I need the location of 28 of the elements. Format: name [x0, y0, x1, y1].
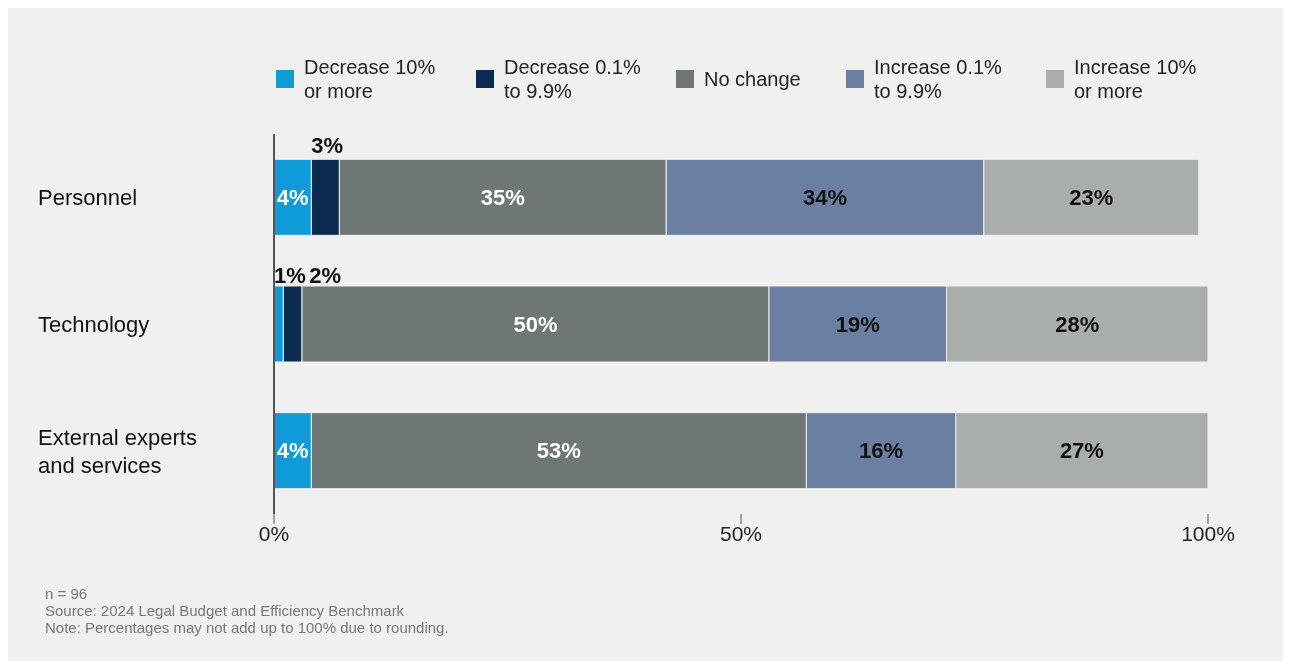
data-label: 4% [276, 184, 309, 210]
text: Note: Percentages may not add up to 100% due to rounding. [45, 619, 449, 636]
data-label: 23% [1069, 184, 1114, 210]
x-tick-label: 50% [719, 521, 763, 545]
x-tick-label: 0% [258, 521, 290, 545]
data-label: 28% [1055, 311, 1100, 337]
source-note: Source: 2024 Legal Budget and Efficiency Benchmark [45, 602, 406, 619]
legend-label: Increase 0.1% to 9.9% [874, 55, 1003, 103]
data-label: 1% [274, 263, 306, 288]
data-label: 3% [311, 133, 344, 159]
data-label: 50% [513, 311, 558, 337]
data-label: 4% [276, 438, 309, 464]
y-tick-label: Personnel [38, 184, 138, 210]
data-label: 2% [309, 263, 342, 288]
legend-label: Decrease 0.1% to 9.9% [504, 55, 642, 103]
x-tick-label: 100% [1181, 521, 1235, 545]
data-label: 19% [835, 311, 880, 337]
data-label: 53% [536, 438, 581, 464]
legend-label: No change [704, 67, 802, 91]
data-label: 27% [1059, 438, 1104, 464]
legend-label: Decrease 10% or more [304, 55, 437, 103]
y-tick-label: Technology [38, 311, 150, 337]
legend-label: Increase 10% or more [1074, 55, 1198, 103]
data-label: 35% [480, 184, 525, 210]
data-label: 34% [803, 184, 848, 210]
data-label: 16% [859, 438, 904, 464]
text: n = 96 [45, 585, 89, 602]
y-tick-label: External experts and services [38, 424, 197, 478]
